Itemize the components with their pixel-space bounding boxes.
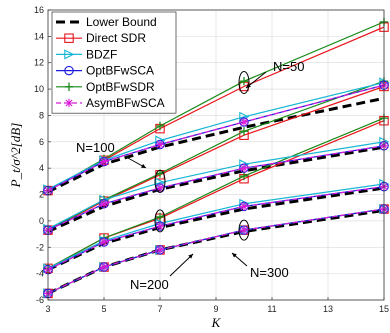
legend-marker (64, 82, 74, 91)
y-tick-label: -6 (36, 295, 44, 305)
y-tick-label: 16 (34, 5, 44, 15)
annotation-label: N=100 (76, 140, 115, 155)
annotation-arrowhead (141, 163, 146, 168)
y-tick-label: 2 (39, 190, 44, 200)
annotation-n-200: N=200 (130, 209, 194, 292)
annotation-n-300: N=300 (231, 219, 289, 280)
legend-label: Direct SDR (86, 31, 146, 45)
legend-marker (64, 98, 74, 108)
annotations: N=50 N=100 N=200 N=300 (76, 59, 304, 292)
annotation-arrowhead (188, 254, 193, 259)
series-line (47, 96, 385, 194)
legend: Lower Bound Direct SDR BDZF OptBFwSCA OptBFw… (51, 11, 177, 114)
annotation-ellipse (238, 71, 250, 94)
annotation-label: N=50 (273, 59, 304, 74)
data-point (155, 183, 165, 193)
legend-label: BDZF (86, 47, 117, 61)
y-axis-label: P_t/σ^2[dB] (8, 123, 23, 189)
annotation-arrowhead (232, 253, 237, 258)
data-point (239, 171, 249, 181)
data-point (155, 221, 165, 231)
legend-label: OptBFwSCA (86, 64, 154, 78)
legend-entry: Direct SDR (56, 31, 146, 45)
x-tick-label: 5 (101, 304, 106, 314)
y-tick-label: 14 (34, 31, 44, 41)
annotation-arrow (169, 253, 194, 277)
annotation-label: N=200 (130, 277, 169, 292)
y-tick-label: 12 (34, 58, 44, 68)
y-tick-label: -4 (36, 269, 44, 279)
legend-marker (64, 65, 74, 76)
annotation-ellipse (238, 219, 250, 241)
x-tick-label: 9 (213, 304, 218, 314)
data-point (99, 237, 109, 247)
y-tick-label: 8 (39, 110, 44, 120)
y-tick-label: 0 (39, 216, 44, 226)
x-tick-label: 13 (323, 304, 333, 314)
data-point (155, 245, 165, 255)
annotation-label: N=300 (250, 265, 289, 280)
data-point (99, 262, 109, 272)
data-point (155, 212, 165, 222)
x-tick-label: 15 (379, 304, 389, 314)
annotation-ellipse (154, 209, 166, 233)
axis-ticks: 3 5 7 9 11 13 15 -6 -4 -2 0 2 4 6 8 10 12 14 16 (34, 5, 389, 314)
legend-entry: Lower Bound (56, 15, 157, 29)
data-point (239, 202, 249, 211)
y-tick-label: 6 (39, 137, 44, 147)
data-point (155, 121, 165, 131)
data-point (239, 127, 249, 136)
data-point (99, 157, 109, 166)
annotation-n-50: N=50 (238, 59, 304, 94)
data-point (239, 163, 249, 173)
y-tick-label: -2 (36, 242, 44, 252)
data-point (239, 76, 249, 86)
legend-label: OptBFwSDR (86, 80, 155, 94)
legend-label: Lower Bound (86, 15, 157, 29)
legend-entry: BDZF (56, 47, 117, 61)
x-tick-label: 3 (45, 304, 50, 314)
data-point (239, 225, 249, 235)
data-point (155, 140, 165, 149)
x-tick-label: 11 (267, 304, 276, 314)
x-tick-label: 7 (157, 304, 162, 314)
legend-entry: OptBFwSDR (56, 80, 155, 94)
legend-entry: AsymBFwSCA (56, 96, 165, 110)
legend-entry: OptBFwSCA (56, 64, 154, 78)
legend-marker (64, 49, 75, 60)
data-point (239, 117, 249, 127)
annotation-arrowhead (246, 83, 251, 88)
legend-box (51, 11, 177, 114)
y-tick-label: 4 (39, 163, 44, 173)
legend-marker (64, 33, 74, 43)
y-tick-label: 10 (34, 84, 44, 94)
annotation-ellipse (154, 169, 166, 193)
series-line (47, 141, 385, 230)
legend-label: AsymBFwSCA (86, 96, 165, 110)
data-point (99, 199, 109, 208)
y-axis-label-wrap: P_t/σ^2[dB] (8, 123, 23, 189)
annotation-n-100: N=100 (76, 140, 166, 193)
x-axis-label: K (211, 315, 222, 330)
